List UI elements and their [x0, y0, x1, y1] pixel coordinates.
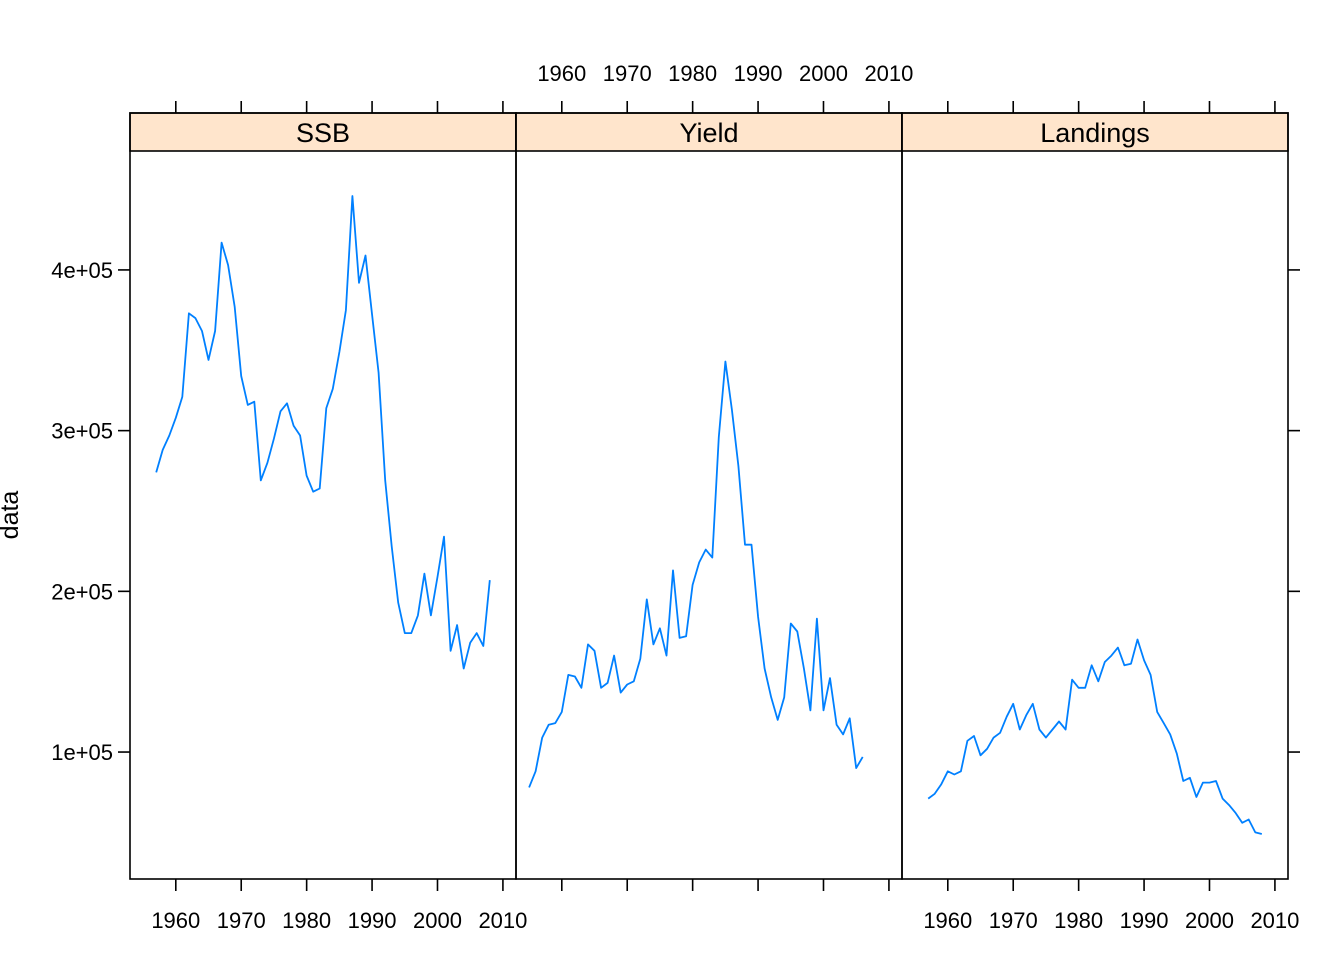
- y-tick-label: 3e+05: [51, 419, 113, 444]
- x-tick-label-top-yield: 1960: [537, 61, 586, 86]
- panels-layer: SSB 1960 1970 1980 1990 2000 2010 Yield 1960 1970…: [51, 61, 1300, 933]
- panel-frame-yield: [515, 112, 903, 880]
- strip-ssb: [129, 112, 517, 152]
- strip-label-ssb: SSB: [296, 118, 350, 148]
- x-tick-label-top-yield: 2010: [864, 61, 913, 86]
- x-tick-label-bottom-ssb: 1990: [348, 908, 397, 933]
- strip-label-landings: Landings: [1040, 118, 1150, 148]
- panel-landings: Landings 1960 1970 1980 1990 2000 2010: [901, 101, 1299, 933]
- x-tick-label-bottom-ssb: 1980: [282, 908, 331, 933]
- y-tick-label: 1e+05: [51, 740, 113, 765]
- y-tick-label: 2e+05: [51, 579, 113, 604]
- panel-frame-ssb: [129, 112, 517, 880]
- series-line-yield: [528, 360, 864, 788]
- strip-label-yield: Yield: [679, 118, 738, 148]
- x-tick-label-bottom-landings: 1970: [989, 908, 1038, 933]
- series-line-landings: [927, 638, 1263, 835]
- x-tick-label-top-yield: 2000: [799, 61, 848, 86]
- panel-ssb: SSB 1960 1970 1980 1990 2000 2010: [129, 101, 527, 933]
- x-tick-label-top-yield: 1980: [668, 61, 717, 86]
- x-tick-label-bottom-ssb: 2000: [413, 908, 462, 933]
- y-tick-label: 4e+05: [51, 258, 113, 283]
- y-axis-label: data: [0, 491, 24, 540]
- x-tick-label-top-yield: 1970: [603, 61, 652, 86]
- x-tick-label-bottom-landings: 1990: [1120, 908, 1169, 933]
- x-tick-label-bottom-landings: 1960: [923, 908, 972, 933]
- series-line-ssb: [155, 195, 491, 670]
- x-tick-label-bottom-landings: 1980: [1054, 908, 1103, 933]
- x-tick-label-top-yield: 1990: [734, 61, 783, 86]
- x-tick-label-bottom-landings: 2010: [1250, 908, 1299, 933]
- x-tick-label-bottom-ssb: 1970: [217, 908, 266, 933]
- x-tick-label-bottom-ssb: 2010: [478, 908, 527, 933]
- x-tick-label-bottom-landings: 2000: [1185, 908, 1234, 933]
- x-tick-label-bottom-ssb: 1960: [151, 908, 200, 933]
- panel-frame-landings: [901, 112, 1289, 880]
- panel-yield: Yield 1960 1970 1980 1990 2000 2010: [515, 61, 913, 891]
